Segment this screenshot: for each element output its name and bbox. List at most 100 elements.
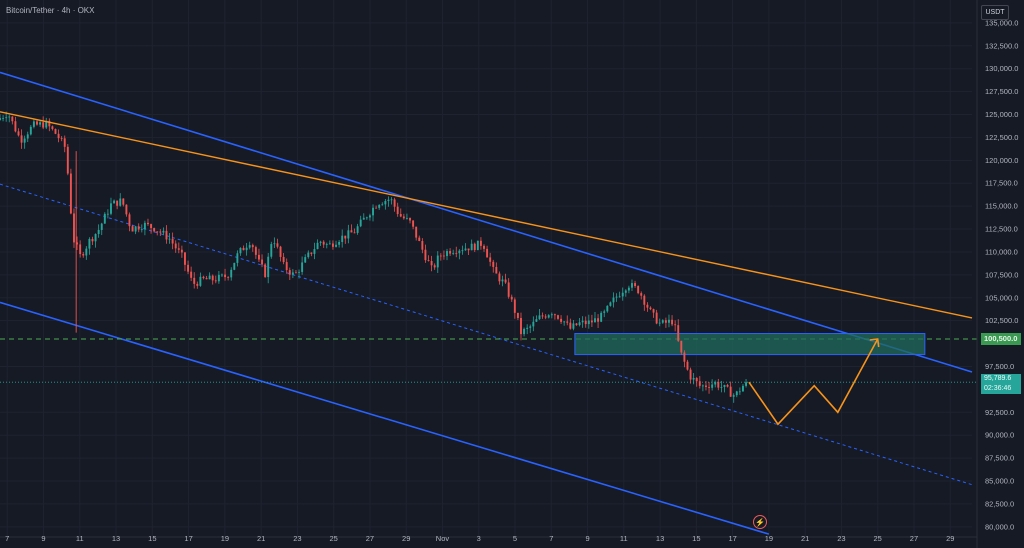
projection-path bbox=[748, 338, 879, 426]
candle-body bbox=[14, 121, 17, 132]
candle-body bbox=[254, 247, 257, 255]
candle-body bbox=[328, 243, 331, 245]
last-price-label: 95,789.6 02:36:46 bbox=[981, 374, 1021, 394]
candle-body bbox=[433, 265, 436, 268]
candle-body bbox=[717, 382, 720, 388]
x-tick-label: 7 bbox=[549, 534, 553, 543]
candle-body bbox=[581, 320, 584, 323]
candle-body bbox=[91, 239, 94, 242]
candle-body bbox=[590, 320, 593, 323]
candle-body bbox=[202, 276, 205, 279]
candle-body bbox=[430, 260, 433, 266]
candle-body bbox=[310, 252, 313, 254]
candle-body bbox=[298, 271, 300, 273]
candle-body bbox=[640, 293, 643, 296]
candle-body bbox=[338, 241, 341, 245]
candle-body bbox=[267, 256, 270, 278]
candle-body bbox=[615, 296, 618, 298]
candle-body bbox=[319, 241, 322, 243]
candle-body bbox=[128, 214, 131, 227]
candle-body bbox=[304, 257, 307, 263]
candle-body bbox=[643, 295, 646, 305]
candle-body bbox=[698, 381, 701, 386]
candle-body bbox=[106, 213, 109, 215]
candle-body bbox=[60, 138, 63, 139]
candle-body bbox=[251, 245, 254, 248]
y-tick-label: 80,000.0 bbox=[985, 522, 1014, 531]
candle-body bbox=[532, 321, 535, 327]
candle-body bbox=[353, 232, 356, 234]
x-tick-label: 25 bbox=[329, 534, 337, 543]
candle-body bbox=[66, 146, 69, 174]
channel-drawings[interactable] bbox=[0, 71, 977, 535]
candle-body bbox=[529, 326, 532, 328]
candle-body bbox=[652, 309, 655, 313]
candle-body bbox=[180, 249, 183, 253]
currency-button[interactable]: USDT bbox=[981, 5, 1009, 20]
candle-body bbox=[701, 385, 704, 387]
candle-body bbox=[276, 243, 279, 247]
candle-body bbox=[535, 319, 538, 322]
channel-mid-line bbox=[0, 183, 973, 486]
candle-body bbox=[729, 386, 732, 397]
candle-body bbox=[449, 251, 452, 254]
candle-body bbox=[402, 216, 405, 219]
candle-body bbox=[29, 126, 32, 135]
candle-body bbox=[359, 219, 362, 227]
candle-body bbox=[550, 314, 553, 316]
candle-body bbox=[261, 259, 263, 265]
candle-body bbox=[609, 302, 612, 306]
y-tick-label: 112,500.0 bbox=[985, 225, 1018, 234]
candle-body bbox=[541, 315, 544, 317]
candle-body bbox=[689, 369, 692, 380]
candle-body bbox=[301, 262, 304, 272]
candle-body bbox=[150, 224, 153, 229]
x-tick-label: 23 bbox=[837, 534, 845, 543]
replay-clock-icon[interactable]: ⚡ bbox=[753, 515, 767, 529]
x-tick-label: 27 bbox=[910, 534, 918, 543]
candle-body bbox=[600, 312, 603, 322]
candle-body bbox=[464, 248, 467, 251]
candle-body bbox=[483, 245, 485, 249]
time-axis[interactable]: 7 9 11 13 15 17 19 21 23 25 27 29 Nov 3 5 7 9 11 13 15 17 19 2… bbox=[0, 534, 977, 543]
candle-body bbox=[513, 299, 516, 313]
candle-body bbox=[143, 222, 146, 230]
candle-body bbox=[288, 270, 291, 275]
candle-body bbox=[57, 133, 60, 139]
candle-body bbox=[603, 311, 606, 313]
candle-body bbox=[578, 322, 581, 326]
candle-body bbox=[705, 385, 707, 387]
candle-body bbox=[476, 240, 479, 251]
candle-body bbox=[39, 122, 42, 125]
candle-body bbox=[331, 243, 334, 247]
candle-body bbox=[368, 215, 371, 218]
candle-body bbox=[236, 253, 239, 263]
y-tick-label: 117,500.0 bbox=[985, 179, 1018, 188]
candlestick-series bbox=[0, 111, 748, 403]
price-axis[interactable]: 135,000.0 132,500.0 130,000.0 127,500.0 125,… bbox=[976, 0, 1018, 548]
candle-body bbox=[156, 231, 159, 233]
candle-body bbox=[405, 218, 408, 219]
y-tick-label: 110,000.0 bbox=[985, 247, 1018, 256]
orange-trend-line bbox=[0, 111, 973, 319]
candle-body bbox=[51, 126, 54, 130]
candle-body bbox=[526, 327, 529, 329]
x-tick-label: 27 bbox=[366, 534, 374, 543]
candle-body bbox=[282, 256, 285, 263]
x-tick-label: 5 bbox=[513, 534, 517, 543]
x-tick-label: 15 bbox=[692, 534, 700, 543]
y-tick-label: 105,000.0 bbox=[985, 293, 1018, 302]
y-tick-label: 115,000.0 bbox=[985, 202, 1018, 211]
candle-body bbox=[631, 283, 633, 288]
candle-body bbox=[584, 320, 587, 325]
candle-body bbox=[347, 230, 350, 239]
candle-body bbox=[452, 253, 455, 254]
candle-body bbox=[498, 273, 501, 282]
candle-body bbox=[171, 238, 174, 244]
candle-body bbox=[122, 198, 125, 205]
overlay-drawings[interactable] bbox=[0, 111, 973, 426]
candle-body bbox=[113, 200, 116, 204]
candle-body bbox=[612, 297, 615, 303]
chart-title: Bitcoin/Tether · 4h · OKX bbox=[6, 6, 95, 15]
